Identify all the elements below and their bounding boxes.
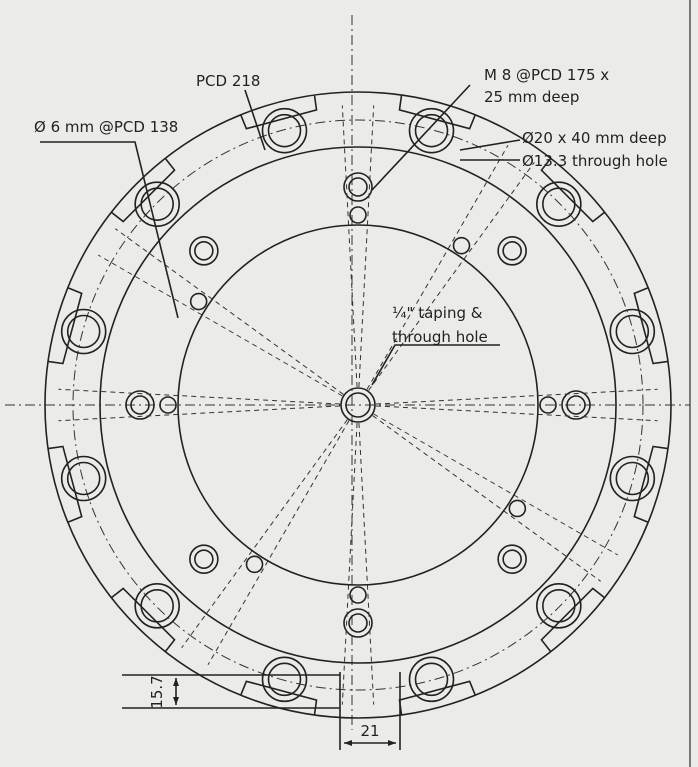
dim-width: 21	[360, 722, 379, 740]
paper	[0, 0, 698, 767]
label: Ø13.3 through hole	[522, 152, 668, 170]
label: M 8 @PCD 175 x	[484, 66, 609, 84]
label: ¼" taping &	[392, 304, 483, 322]
label: through hole	[392, 328, 488, 346]
drawing: 21 15.7 PCD 218 M 8 @PCD 175 x 25 mm dee…	[0, 0, 698, 767]
label: Ø20 x 40 mm deep	[522, 129, 667, 147]
label: Ø 6 mm @PCD 138	[34, 118, 178, 136]
label: PCD 218	[196, 72, 260, 90]
label: 25 mm deep	[484, 88, 579, 106]
dim-height: 15.7	[148, 675, 166, 708]
